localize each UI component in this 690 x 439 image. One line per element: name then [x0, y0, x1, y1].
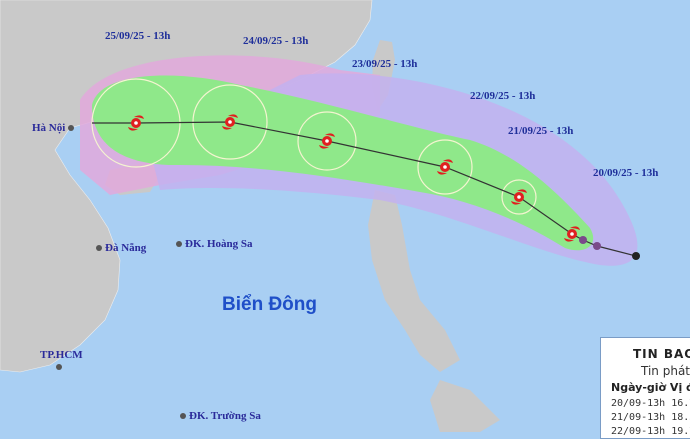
- bulletin-title: TIN BAO: [633, 347, 690, 361]
- forecast-label: 25/09/25 - 13h: [105, 30, 171, 42]
- forecast-label: 24/09/25 - 13h: [243, 35, 309, 47]
- storm-track: [92, 121, 637, 257]
- city-dot-icon: [68, 125, 75, 132]
- forecast-label: 21/09/25 - 13h: [508, 125, 574, 137]
- place-hoangsa: ĐK. Hoàng Sa: [176, 238, 253, 250]
- place-tphcm: TP.HCM: [40, 349, 83, 373]
- strong-wind-zone: [92, 75, 594, 251]
- place-danang: Đà Nẵng: [96, 242, 146, 254]
- forecast-label: 23/09/25 - 13h: [352, 58, 418, 70]
- place-label: Đà Nẵng: [105, 242, 147, 254]
- forecast-label: 22/09/25 - 13h: [470, 90, 536, 102]
- place-label: Hà Nội: [32, 122, 66, 134]
- typhoon-icon: [128, 114, 580, 242]
- bulletin-panel: TIN BAO Tin phát l Ngày-giờ Vị đ 20/09-1…: [600, 337, 690, 439]
- bulletin-row: 20/09-13h 16.7: [611, 398, 690, 409]
- place-hanoi: Hà Nội: [32, 122, 77, 134]
- philippines-land: [368, 190, 460, 372]
- place-label: TP.HCM: [40, 349, 83, 361]
- city-dot-icon: [56, 364, 62, 371]
- bulletin-row: 21/09-13h 18.3: [611, 412, 690, 423]
- sea-label: Biển Đông: [222, 294, 317, 315]
- city-dot-icon: [96, 245, 102, 252]
- bulletin-table-header: Ngày-giờ Vị đ: [611, 381, 690, 394]
- place-truongsa: ĐK. Trường Sa: [180, 410, 261, 422]
- bulletin-subtitle: Tin phát l: [641, 364, 690, 378]
- place-label: ĐK. Hoàng Sa: [185, 238, 253, 250]
- island-dot-icon: [176, 241, 182, 248]
- forecast-label: 20/09/25 - 13h: [593, 167, 659, 179]
- island-dot-icon: [180, 413, 186, 420]
- place-label: ĐK. Trường Sa: [189, 410, 261, 422]
